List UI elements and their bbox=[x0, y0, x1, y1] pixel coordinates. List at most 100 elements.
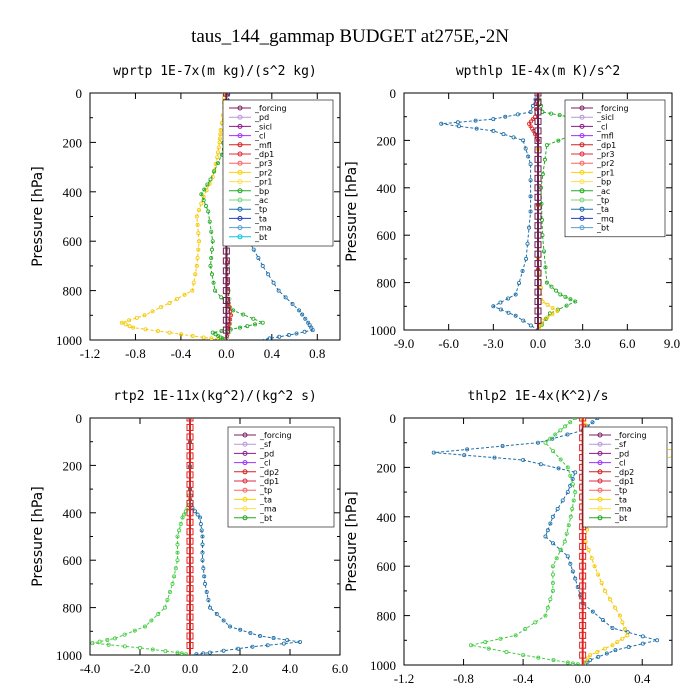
series-marker bbox=[565, 465, 570, 470]
series-marker bbox=[195, 255, 200, 260]
series-marker bbox=[586, 547, 591, 552]
series-marker bbox=[191, 280, 196, 285]
series-marker bbox=[300, 312, 305, 317]
series-marker bbox=[127, 324, 132, 329]
series-marker bbox=[620, 636, 625, 641]
series-marker bbox=[186, 442, 194, 450]
series-marker bbox=[199, 201, 204, 206]
legend-label: _cl bbox=[259, 459, 271, 468]
series-marker bbox=[178, 521, 183, 526]
series-marker bbox=[558, 292, 563, 297]
series-marker bbox=[579, 592, 587, 600]
series-marker bbox=[119, 320, 124, 325]
x-tick-label: -0.8 bbox=[125, 346, 146, 361]
series-marker bbox=[186, 566, 194, 574]
legend-label: _tp bbox=[614, 486, 627, 495]
series-marker bbox=[542, 157, 547, 162]
series-marker bbox=[568, 420, 573, 425]
series-marker bbox=[196, 208, 201, 213]
series-marker bbox=[521, 653, 526, 658]
legend-marker bbox=[237, 133, 243, 139]
legend-label: _sicl bbox=[254, 122, 272, 131]
series-line-tp bbox=[189, 418, 301, 655]
series-marker bbox=[209, 247, 214, 252]
series-marker bbox=[528, 162, 533, 167]
legend-marker bbox=[579, 133, 585, 139]
series-marker bbox=[201, 335, 206, 340]
y-tick-label: 400 bbox=[377, 510, 397, 525]
series-marker bbox=[570, 661, 575, 665]
panel-title: rtp2 1E-11x(kg^2)/(kg^2 s) bbox=[113, 389, 317, 404]
series-marker bbox=[551, 541, 556, 546]
legend-marker bbox=[579, 105, 585, 111]
series-marker bbox=[277, 334, 282, 339]
series-marker bbox=[534, 298, 542, 306]
series-marker bbox=[534, 288, 542, 296]
series-marker bbox=[613, 605, 618, 610]
series-marker bbox=[215, 150, 220, 155]
series-marker bbox=[548, 521, 553, 526]
series-marker bbox=[491, 128, 496, 133]
series-marker bbox=[201, 651, 206, 655]
series-marker bbox=[203, 204, 208, 209]
x-tick-label: -1.2 bbox=[80, 346, 101, 361]
series-marker bbox=[200, 542, 205, 547]
series-marker bbox=[491, 117, 496, 122]
series-marker bbox=[207, 181, 212, 186]
series-marker bbox=[534, 279, 542, 287]
series-marker bbox=[142, 624, 147, 629]
legend-label: _bt bbox=[259, 514, 272, 523]
series-marker bbox=[155, 329, 160, 334]
legend-marker bbox=[579, 114, 585, 120]
series-group bbox=[90, 418, 302, 655]
series-marker bbox=[167, 589, 172, 594]
series-marker bbox=[251, 316, 256, 321]
series-marker bbox=[541, 249, 546, 254]
series-marker bbox=[491, 304, 496, 309]
series-marker bbox=[194, 214, 199, 219]
y-tick-label: 0 bbox=[390, 411, 397, 426]
series-marker bbox=[534, 212, 542, 220]
series-marker bbox=[186, 528, 194, 536]
x-tick-label: -0.8 bbox=[453, 671, 474, 686]
series-marker bbox=[266, 272, 271, 277]
y-tick-label: 400 bbox=[63, 185, 83, 200]
series-line-tp bbox=[228, 93, 314, 340]
legend-marker bbox=[242, 506, 248, 512]
series-marker bbox=[550, 306, 555, 311]
series-marker bbox=[523, 146, 528, 151]
series-marker bbox=[534, 231, 542, 239]
series-marker bbox=[610, 643, 615, 648]
legend-label: _bt bbox=[596, 224, 609, 233]
x-tick-label: 3.0 bbox=[575, 336, 591, 351]
legend-label: _forcing bbox=[614, 431, 647, 440]
series-marker bbox=[550, 572, 555, 577]
series-marker bbox=[511, 135, 516, 140]
series-marker bbox=[625, 633, 630, 638]
legend-label: _dp1 bbox=[596, 141, 616, 150]
x-tick-label: 0.0 bbox=[530, 336, 546, 351]
legend-label: _ma bbox=[614, 505, 632, 514]
series-marker bbox=[498, 636, 503, 641]
legend-marker bbox=[597, 441, 603, 447]
series-marker bbox=[534, 260, 542, 268]
series-marker bbox=[163, 649, 168, 654]
y-tick-label: 200 bbox=[63, 135, 83, 150]
legend-marker bbox=[579, 215, 585, 221]
series-marker bbox=[199, 528, 204, 533]
series-marker bbox=[573, 299, 578, 304]
legend-marker bbox=[237, 188, 243, 194]
panel-title: wprtp 1E-7x(m kg)/(s^2 kg) bbox=[113, 64, 317, 79]
series-marker bbox=[579, 582, 587, 590]
series-marker bbox=[534, 193, 542, 201]
y-tick-label: 800 bbox=[377, 609, 397, 624]
series-marker bbox=[674, 449, 677, 452]
series-marker bbox=[186, 537, 194, 545]
series-marker bbox=[579, 542, 587, 550]
series-marker bbox=[545, 528, 550, 533]
series-marker bbox=[206, 209, 211, 214]
series-marker bbox=[123, 322, 128, 327]
series-marker bbox=[468, 643, 473, 648]
series-marker bbox=[517, 281, 522, 286]
series-marker bbox=[186, 632, 194, 640]
